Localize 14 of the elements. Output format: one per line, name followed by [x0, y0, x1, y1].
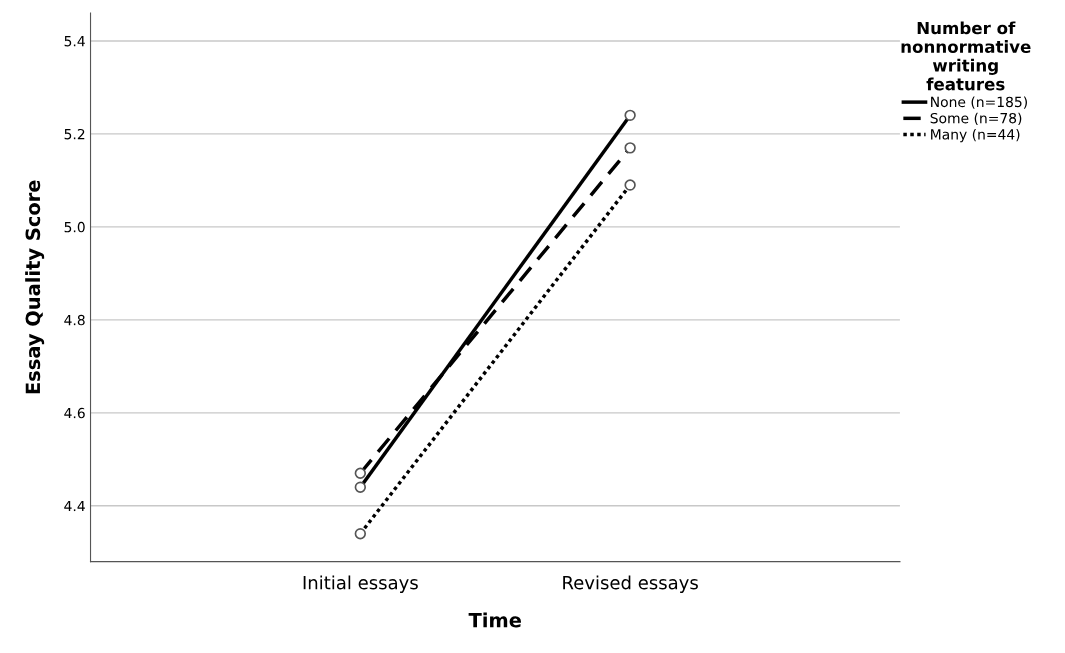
y-axis-title: Essay Quality Score	[25, 180, 45, 394]
x-tick-label: Revised essays	[563, 575, 698, 593]
y-tick-label: 5.2	[64, 128, 85, 140]
y-tick-label: 5.4	[64, 36, 85, 47]
y-tick-label: 4.4	[64, 500, 85, 512]
y-tick-label: 4.8	[64, 314, 85, 326]
x-axis-title: Time	[468, 612, 521, 628]
y-tick-label: 4.6	[64, 407, 85, 419]
legend-label: None (n=185)	[931, 96, 1027, 109]
x-tick-label: Initial essays	[303, 575, 418, 593]
legend-label: Many (n=44)	[931, 128, 1020, 143]
legend-label: Some (n=78)	[930, 112, 1022, 126]
y-tick-label: 5.0	[64, 221, 85, 233]
legend-title: Number of nonnormative writing features	[901, 21, 1031, 91]
